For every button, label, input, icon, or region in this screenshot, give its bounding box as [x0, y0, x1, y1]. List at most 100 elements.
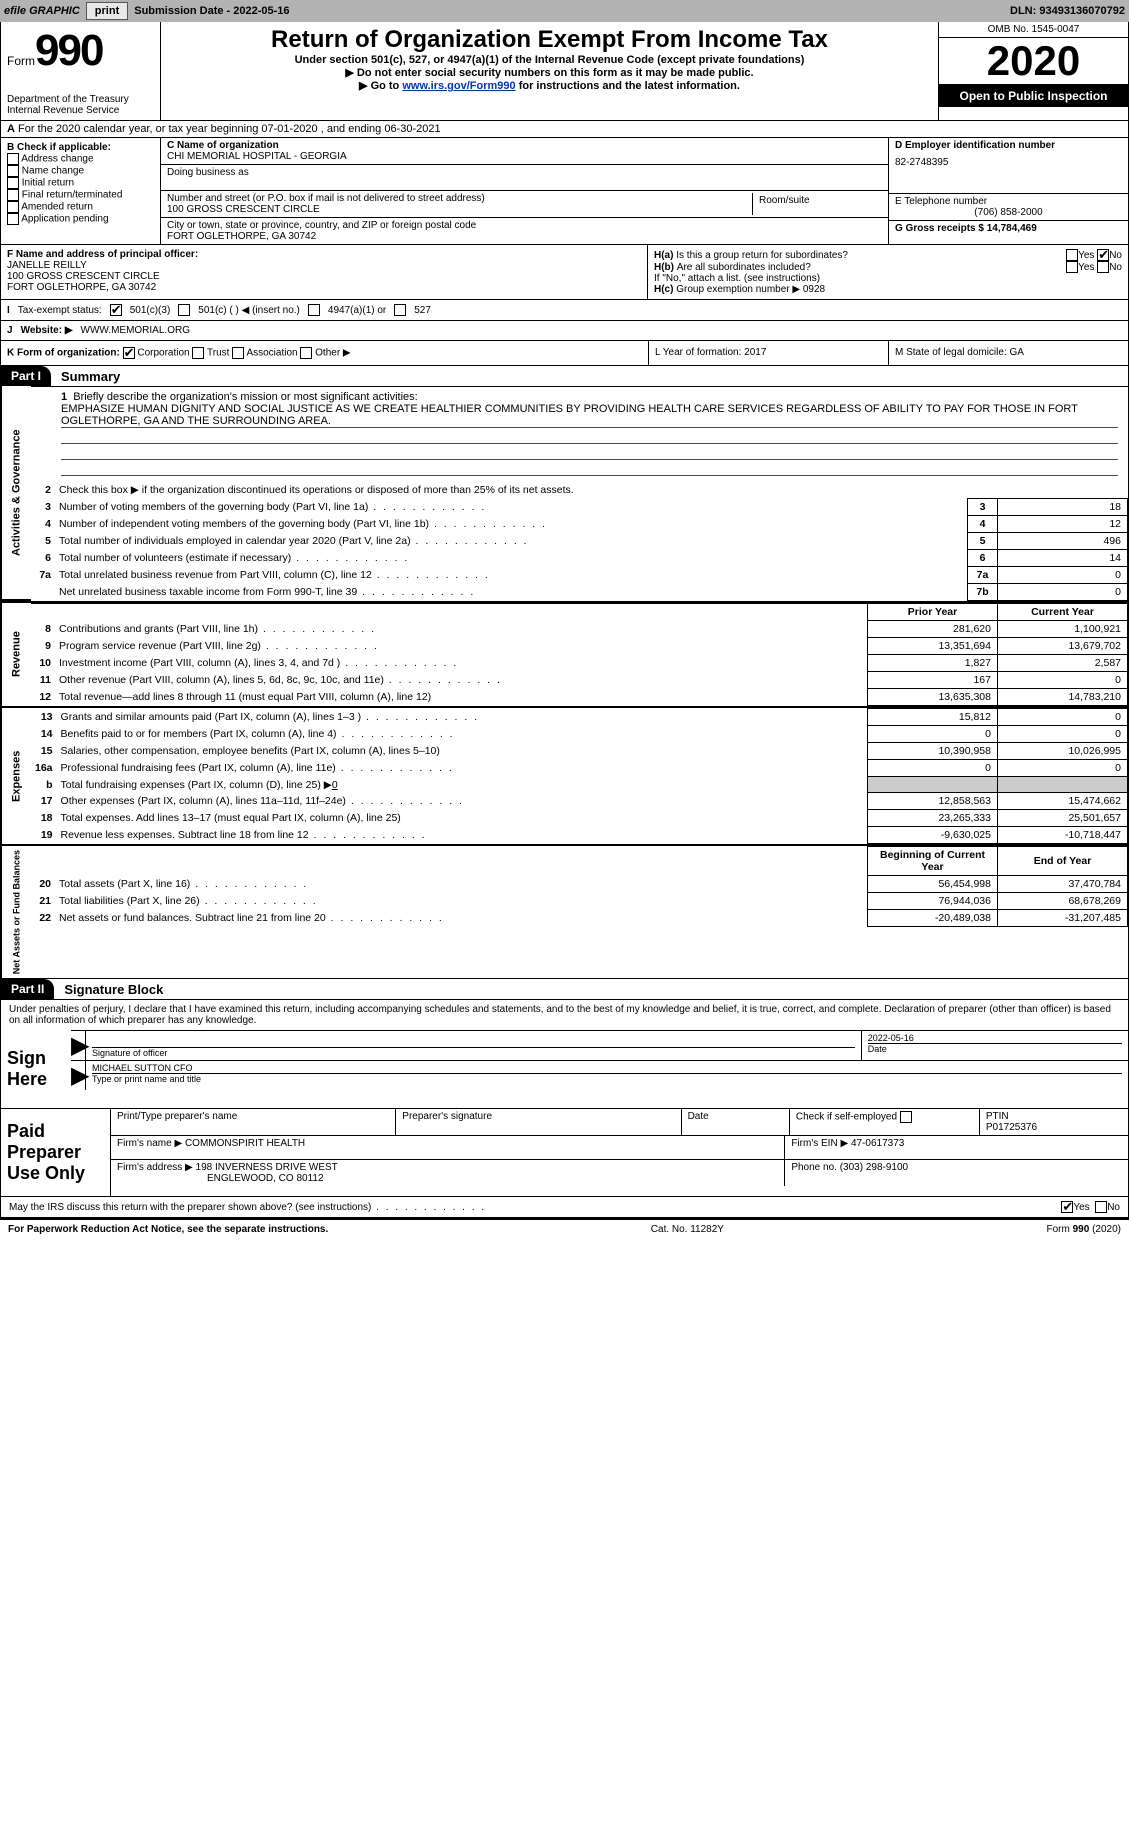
cb-irs-no[interactable] — [1095, 1201, 1107, 1213]
blank-line — [61, 430, 1118, 444]
hb-note: If "No," attach a list. (see instruction… — [654, 273, 1122, 284]
top-bar: efile GRAPHIC print Submission Date - 20… — [0, 0, 1129, 22]
cb-name-change[interactable] — [7, 165, 19, 177]
cb-501c[interactable] — [178, 304, 190, 316]
l21: Total liabilities (Part X, line 26) — [55, 893, 868, 910]
opt-4947: 4947(a)(1) or — [328, 305, 386, 316]
cb-501c3[interactable] — [110, 304, 122, 316]
j-text: Website: ▶ — [21, 325, 73, 336]
cb-selfemp[interactable] — [900, 1111, 912, 1123]
ein: 82-2748395 — [895, 157, 1122, 168]
l18: Total expenses. Add lines 13–17 (must eq… — [57, 810, 868, 827]
line2: Check this box ▶ if the organization dis… — [59, 484, 574, 496]
opt-name: Name change — [22, 166, 84, 177]
dln: DLN: 93493136070792 — [1010, 5, 1125, 17]
c17: 15,474,662 — [998, 793, 1128, 810]
officer-addr1: 100 GROSS CRESCENT CIRCLE — [7, 271, 641, 282]
side-expenses: Expenses — [1, 708, 31, 844]
d-label: D Employer identification number — [895, 140, 1122, 151]
submission-date: Submission Date - 2022-05-16 — [134, 5, 289, 17]
p12: 13,635,308 — [868, 689, 998, 706]
cat-no: Cat. No. 11282Y — [651, 1224, 724, 1235]
hc-text: Group exemption number ▶ 0928 — [676, 284, 825, 295]
part2-label: Part II — [1, 979, 54, 999]
street-address: 100 GROSS CRESCENT CIRCLE — [167, 204, 752, 215]
cb-corp[interactable] — [123, 347, 135, 359]
line1-label: 1 Briefly describe the organization's mi… — [61, 391, 1118, 403]
prep-h2: Preparer's signature — [396, 1109, 681, 1135]
l5: Total number of individuals employed in … — [55, 533, 968, 550]
opt-app: Application pending — [21, 214, 108, 225]
cb-trust[interactable] — [192, 347, 204, 359]
cb-initial[interactable] — [7, 177, 19, 189]
opt-corp: Corporation — [137, 348, 189, 359]
firm-addr2: ENGLEWOOD, CO 80112 — [207, 1173, 324, 1184]
prep-h3: Date — [682, 1109, 790, 1135]
cb-4947[interactable] — [308, 304, 320, 316]
cb-hb-yes[interactable] — [1066, 261, 1078, 273]
form-title: Return of Organization Exempt From Incom… — [167, 26, 932, 54]
l6: Total number of volunteers (estimate if … — [55, 550, 968, 567]
l17: Other expenses (Part IX, column (A), lin… — [57, 793, 868, 810]
hb-label: H(b) — [654, 262, 674, 273]
p22: -20,489,038 — [868, 910, 998, 927]
form-number: 990 — [35, 26, 102, 76]
open-to-public: Open to Public Inspection — [939, 85, 1128, 107]
goto-post: for instructions and the latest informat… — [516, 80, 740, 92]
header-right: OMB No. 1545-0047 2020 Open to Public In… — [938, 22, 1128, 120]
p20: 56,454,998 — [868, 876, 998, 893]
p15: 10,390,958 — [868, 743, 998, 760]
cb-assoc[interactable] — [232, 347, 244, 359]
part1-title: Summary — [61, 369, 120, 384]
room-suite: Room/suite — [752, 193, 882, 215]
irs-link[interactable]: www.irs.gov/Form990 — [402, 80, 515, 92]
opt-final: Final return/terminated — [22, 190, 123, 201]
signature-block: Under penalties of perjury, I declare th… — [0, 1000, 1129, 1109]
phone-label: Phone no. — [791, 1162, 837, 1173]
mission-block: 1 Briefly describe the organization's mi… — [31, 386, 1128, 482]
blank-line — [61, 446, 1118, 460]
phone: (706) 858-2000 — [895, 207, 1122, 218]
cb-address-change[interactable] — [7, 153, 19, 165]
hdr-eoy: End of Year — [998, 847, 1128, 876]
box-c: C Name of organization CHI MEMORIAL HOSP… — [161, 138, 888, 244]
cb-final[interactable] — [7, 189, 19, 201]
cb-irs-yes[interactable] — [1061, 1201, 1073, 1213]
header-left: Form 990 Department of the Treasury Inte… — [1, 22, 161, 120]
c-label: C Name of organization — [167, 140, 882, 151]
cb-other[interactable] — [300, 347, 312, 359]
c13: 0 — [998, 709, 1128, 726]
p10: 1,827 — [868, 655, 998, 672]
cb-amended[interactable] — [7, 201, 19, 213]
officer-addr2: FORT OGLETHORPE, GA 30742 — [7, 282, 641, 293]
cb-app-pending[interactable] — [7, 213, 19, 225]
i-text: Tax-exempt status: — [18, 305, 102, 316]
city-label: City or town, state or province, country… — [167, 220, 882, 231]
form-word: Form — [7, 54, 35, 68]
cb-ha-yes[interactable] — [1066, 249, 1078, 261]
cb-ha-no[interactable] — [1097, 249, 1109, 261]
firm-ein-label: Firm's EIN ▶ — [791, 1138, 848, 1149]
row-j: J Website: ▶ WWW.MEMORIAL.ORG — [0, 321, 1129, 341]
under-section: Under section 501(c), 527, or 4947(a)(1)… — [167, 54, 932, 66]
prep-h4: Check if self-employed — [790, 1109, 980, 1135]
print-button[interactable]: print — [86, 2, 128, 20]
c12: 14,783,210 — [998, 689, 1128, 706]
hdr-bcy: Beginning of Current Year — [868, 847, 998, 876]
period-text: For the 2020 calendar year, or tax year … — [18, 123, 441, 135]
website: WWW.MEMORIAL.ORG — [81, 325, 190, 336]
f-label: F Name and address of principal officer: — [7, 249, 198, 260]
l16a: Professional fundraising fees (Part IX, … — [57, 760, 868, 777]
p21: 76,944,036 — [868, 893, 998, 910]
sig-officer-label: Signature of officer — [92, 1047, 855, 1058]
dba-label: Doing business as — [167, 167, 882, 178]
blank-line — [61, 462, 1118, 476]
cb-hb-no[interactable] — [1097, 261, 1109, 273]
firm-addr-label: Firm's address ▶ — [117, 1162, 193, 1173]
p18: 23,265,333 — [868, 810, 998, 827]
l20: Total assets (Part X, line 16) — [55, 876, 868, 893]
cb-527[interactable] — [394, 304, 406, 316]
city-value: FORT OGLETHORPE, GA 30742 — [167, 231, 882, 242]
right-col: D Employer identification number 82-2748… — [888, 138, 1128, 244]
row-i: I Tax-exempt status: 501(c)(3) 501(c) ( … — [0, 300, 1129, 321]
